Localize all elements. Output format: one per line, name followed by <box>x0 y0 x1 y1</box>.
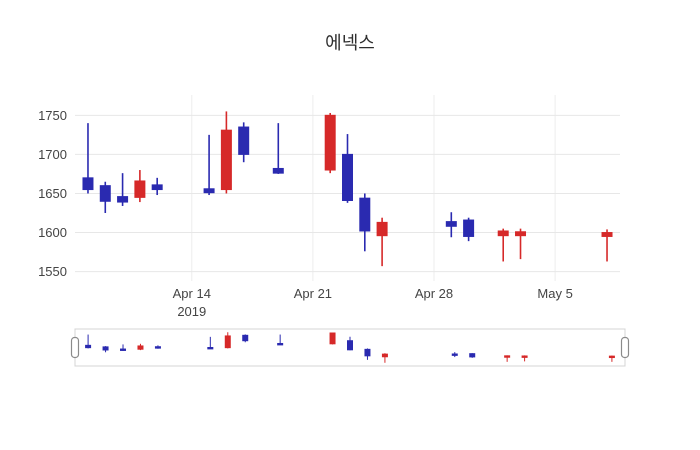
mini-candle-down <box>364 348 371 360</box>
candle-body <box>102 346 109 351</box>
candle-down <box>359 193 371 252</box>
range-slider[interactable] <box>70 328 630 367</box>
y-tick-label: 1750 <box>38 108 67 123</box>
candle-body <box>120 348 127 351</box>
candle-body <box>463 219 475 237</box>
candle-down <box>82 123 94 194</box>
mini-candle-down <box>102 346 109 353</box>
candle-down <box>203 134 215 196</box>
y-tick-label: 1650 <box>38 186 67 201</box>
candle-up <box>515 228 527 260</box>
y-tick-label: 1550 <box>38 264 67 279</box>
range-slider-handle-right[interactable] <box>620 336 630 359</box>
mini-candle-up <box>521 355 528 362</box>
x-tick-label: Apr 21 <box>294 286 332 301</box>
candle-down <box>272 123 284 174</box>
candle-body <box>117 196 129 203</box>
candle-body <box>381 353 388 358</box>
x-tick-label: Apr 28 <box>415 286 453 301</box>
candle-body <box>207 347 214 350</box>
range-slider-handle-left[interactable] <box>70 336 80 359</box>
candle-body <box>364 348 371 357</box>
candle-body <box>445 221 457 227</box>
mini-candle-down <box>207 336 214 350</box>
y-tick-label: 1600 <box>38 225 67 240</box>
candle-body <box>238 126 250 155</box>
candle-body <box>347 340 353 351</box>
candle-body <box>242 334 249 342</box>
candles-layer <box>82 111 613 267</box>
candle-up <box>601 229 613 262</box>
mini-candle-up <box>381 353 388 363</box>
chart-title: 에넥스 <box>325 33 375 53</box>
candle-body <box>521 355 528 358</box>
candle-down <box>99 181 111 214</box>
candle-up <box>324 112 336 174</box>
candle-body <box>137 345 144 350</box>
x-tick-label: Apr 14 <box>173 286 211 301</box>
mini-candle-down <box>120 344 127 351</box>
candle-body <box>451 353 458 356</box>
mini-candle-up <box>329 332 336 345</box>
candle-down <box>151 177 163 196</box>
mini-candle-up <box>608 355 615 362</box>
candle-body <box>469 353 476 358</box>
candle-up <box>134 170 146 203</box>
candle-down <box>463 217 475 242</box>
mini-candle-down <box>469 353 476 358</box>
mini-candle-down <box>277 334 284 346</box>
candle-body <box>497 230 509 237</box>
mini-candle-up <box>224 332 231 349</box>
candle-down <box>117 173 129 206</box>
candle-body <box>342 153 353 202</box>
mini-candle-down <box>242 334 249 343</box>
plot-area[interactable] <box>75 95 620 281</box>
candle-body <box>376 221 388 237</box>
x-tick-sublabel: 2019 <box>177 304 206 319</box>
candle-body <box>324 114 336 171</box>
candle-up <box>376 217 388 267</box>
candle-body <box>134 180 146 198</box>
candle-body <box>272 167 284 174</box>
candle-up <box>220 111 232 194</box>
candle-body <box>504 355 511 358</box>
candle-up <box>497 228 509 262</box>
candle-down <box>445 212 457 238</box>
y-tick-label: 1700 <box>38 147 67 162</box>
candle-body <box>154 346 161 349</box>
candle-body <box>277 342 284 346</box>
candle-body <box>220 129 232 191</box>
candle-down <box>342 134 353 203</box>
mini-candle-down <box>347 336 353 351</box>
candle-body <box>359 197 371 232</box>
x-axis-labels: Apr 14 2019 Apr 21 Apr 28 May 5 <box>173 286 573 319</box>
candle-body <box>601 232 613 237</box>
candle-body <box>99 185 111 202</box>
candle-body <box>515 231 527 237</box>
candle-down <box>238 122 250 163</box>
candle-body <box>82 177 94 191</box>
mini-candle-down <box>451 352 458 358</box>
y-axis-labels: 1550 1600 1650 1700 1750 <box>38 108 67 279</box>
candle-body <box>224 335 231 349</box>
candle-body <box>85 344 92 349</box>
candle-body <box>329 332 336 345</box>
x-tick-label: May 5 <box>537 286 572 301</box>
mini-candle-down <box>85 334 92 349</box>
candle-body <box>203 188 215 194</box>
candle-body <box>608 355 615 359</box>
mini-candle-up <box>504 355 511 362</box>
mini-candle-up <box>137 343 144 351</box>
candle-body <box>151 184 163 191</box>
mini-candle-down <box>154 345 161 349</box>
